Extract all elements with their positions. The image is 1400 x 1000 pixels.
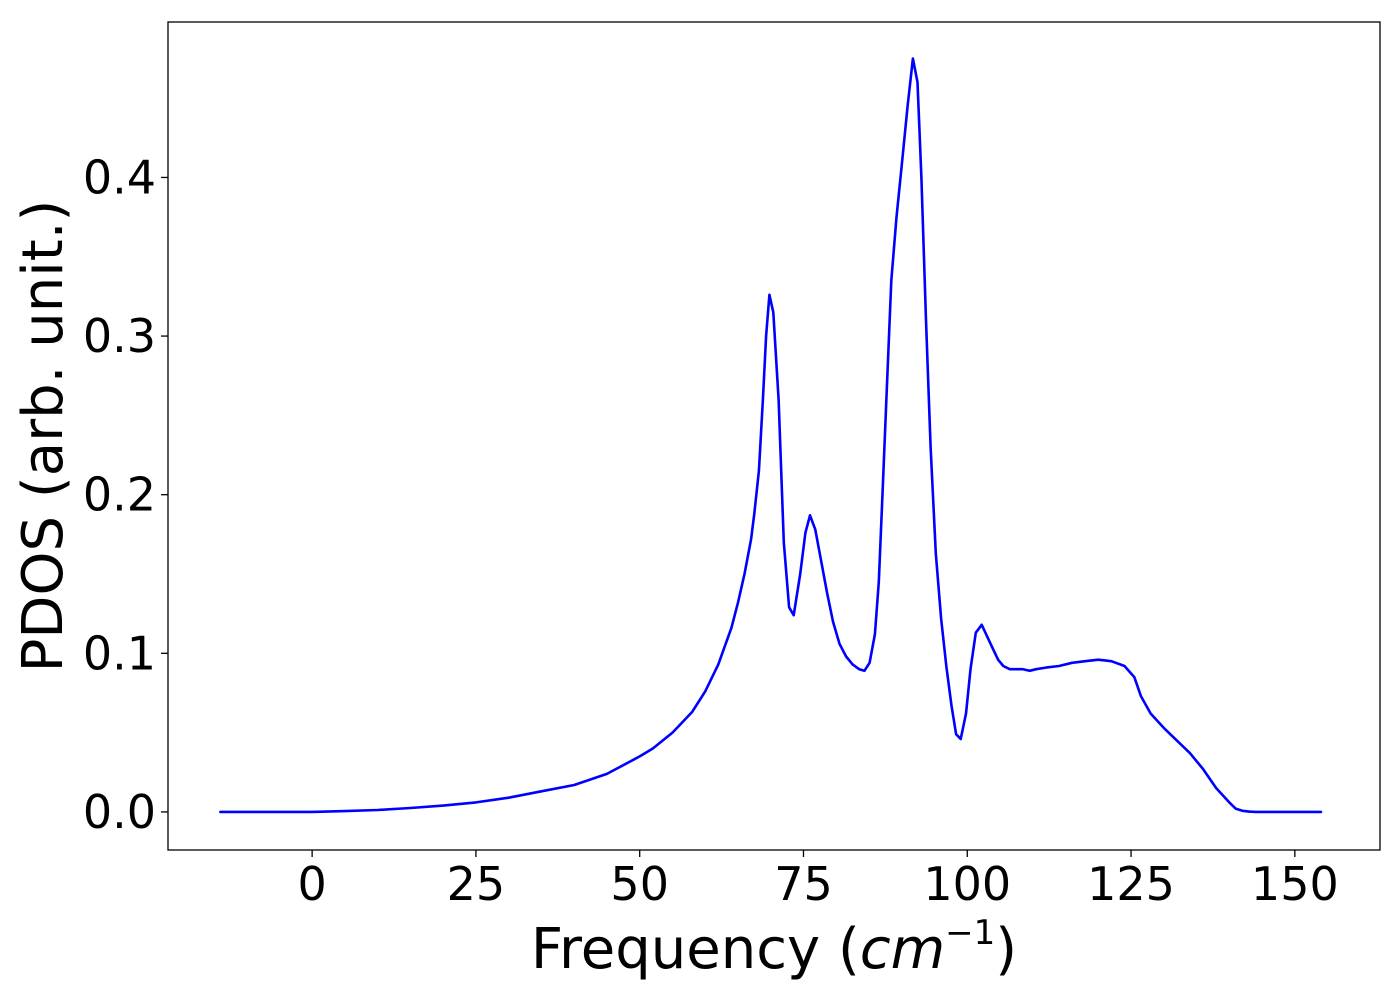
x-axis-label-suffix: ): [995, 917, 1017, 982]
x-axis-label: Frequency (cm−1): [531, 913, 1017, 982]
x-tick-label: 125: [1087, 857, 1175, 911]
plot-frame: [167, 21, 1381, 851]
x-tick-label: 50: [610, 857, 669, 911]
x-tick-label: 150: [1251, 857, 1339, 911]
x-axis-label-prefix: Frequency (: [531, 917, 860, 982]
x-axis-ticks: 0 25 50 75 100 125 150: [297, 850, 1339, 911]
y-tick-label: 0.3: [83, 309, 156, 363]
x-axis-label-unit: cm: [860, 917, 945, 982]
y-tick-label: 0.1: [83, 626, 156, 680]
plot-area: [219, 57, 1323, 814]
x-axis-label-exponent: −1: [945, 913, 995, 953]
y-axis-label: PDOS (arb. unit.): [11, 200, 76, 673]
x-tick-label: 0: [297, 857, 326, 911]
x-tick-label: 100: [923, 857, 1011, 911]
y-tick-label: 0.0: [83, 785, 156, 839]
y-axis-ticks: 0.0 0.1 0.2 0.3 0.4: [83, 150, 168, 839]
x-tick-label: 75: [774, 857, 833, 911]
y-tick-label: 0.2: [83, 468, 156, 522]
y-tick-label: 0.4: [83, 150, 156, 204]
series-line: [219, 57, 1323, 814]
x-tick-label: 25: [447, 857, 506, 911]
